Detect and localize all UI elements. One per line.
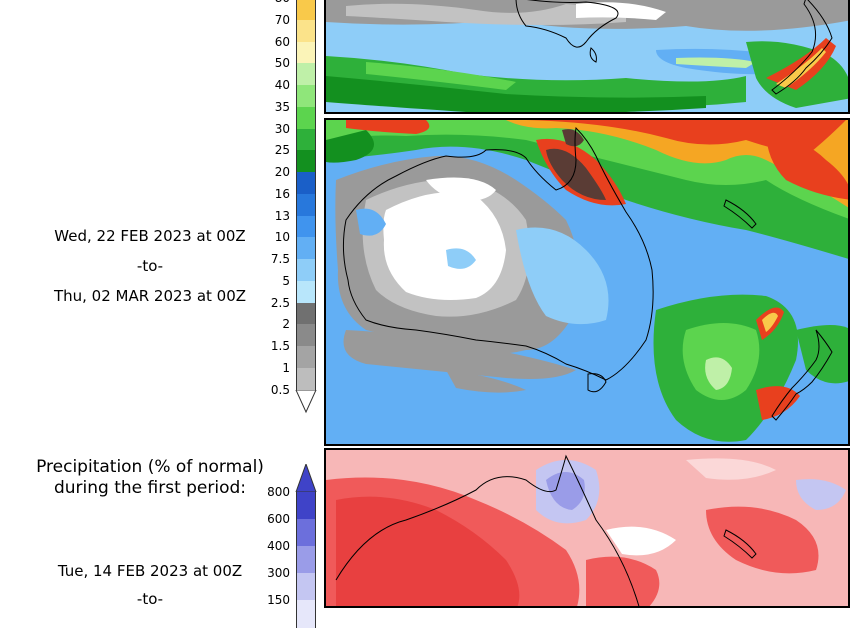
map-percent-image <box>326 450 848 606</box>
legend-pct-swatch <box>296 573 316 601</box>
legend-mm-label: 25 <box>274 143 290 158</box>
first-period-start-date: Tue, 14 FEB 2023 at 00Z <box>57 562 243 580</box>
legend-pct-swatch <box>296 492 316 520</box>
legend-mm-swatch <box>296 172 316 195</box>
legend-mm-label: 16 <box>274 186 290 201</box>
legend-pct-swatch <box>296 546 316 574</box>
first-period-separator: -to- <box>136 590 164 608</box>
legend-mm-swatch <box>296 346 316 369</box>
map-week1-precipitation <box>324 0 850 114</box>
legend-mm-label: 2 <box>282 317 290 332</box>
legend-mm-swatch <box>296 0 316 21</box>
legend-mm-swatch <box>296 85 316 108</box>
legend-mm-label: 70 <box>274 12 290 27</box>
legend-mm-label: 50 <box>274 56 290 71</box>
legend-mm-swatch <box>296 280 316 304</box>
legend-pct-label: 300 <box>267 566 290 580</box>
legend-mm-label: 0.5 <box>270 382 290 397</box>
legend-pct-label: 800 <box>267 485 290 499</box>
legend-mm-swatch <box>296 19 316 43</box>
legend-mm-label: 30 <box>274 121 290 136</box>
legend-mm-swatch <box>296 106 316 130</box>
legend-mm-label: 60 <box>274 34 290 49</box>
legend-mm-swatch <box>296 367 316 391</box>
legend-mm-label: 40 <box>274 78 290 92</box>
map-week2-precipitation <box>324 118 850 446</box>
period-end-date: Thu, 02 MAR 2023 at 00Z <box>53 287 247 305</box>
legend-pct-label: 400 <box>267 539 290 553</box>
period-start-date: Wed, 22 FEB 2023 at 00Z <box>54 227 246 245</box>
legend-mm-swatch <box>296 302 316 326</box>
map-week2-image <box>326 120 848 444</box>
map-week1-image <box>326 0 848 112</box>
legend-mm-swatch <box>296 324 316 347</box>
period-separator: -to- <box>136 257 164 275</box>
legend-mm-label: 20 <box>274 165 290 179</box>
legend-mm-label: 1 <box>282 360 290 375</box>
legend-mm-swatch <box>296 215 316 239</box>
percent-normal-title-line1: Precipitation (% of normal) <box>36 457 264 477</box>
legend-mm-label: 35 <box>274 99 290 114</box>
legend-mm-swatch <box>296 41 316 65</box>
legend-mm-swatch <box>296 259 316 282</box>
legend-pct-end-triangle <box>295 464 317 492</box>
legend-mm-swatch <box>296 237 316 260</box>
legend-mm-swatch <box>296 128 316 152</box>
legend-mm-swatch <box>296 193 316 217</box>
legend-mm-end-triangle <box>295 389 317 413</box>
percent-normal-title-line2: during the first period: <box>53 478 247 498</box>
map-percent-of-normal <box>324 448 850 608</box>
legend-mm-label: 1.5 <box>270 339 290 353</box>
legend-mm-label: 80 <box>258 0 290 5</box>
legend-mm-label: 5 <box>282 273 290 288</box>
legend-mm-swatch <box>296 63 316 86</box>
legend-mm-swatch <box>296 150 316 173</box>
legend-pct-swatch <box>296 519 316 547</box>
legend-mm-label: 13 <box>274 208 290 223</box>
legend-mm-label: 7.5 <box>270 252 290 266</box>
legend-pct-label: 600 <box>267 512 290 526</box>
legend-mm-label: 2.5 <box>270 295 290 310</box>
legend-mm-label: 10 <box>274 230 290 245</box>
